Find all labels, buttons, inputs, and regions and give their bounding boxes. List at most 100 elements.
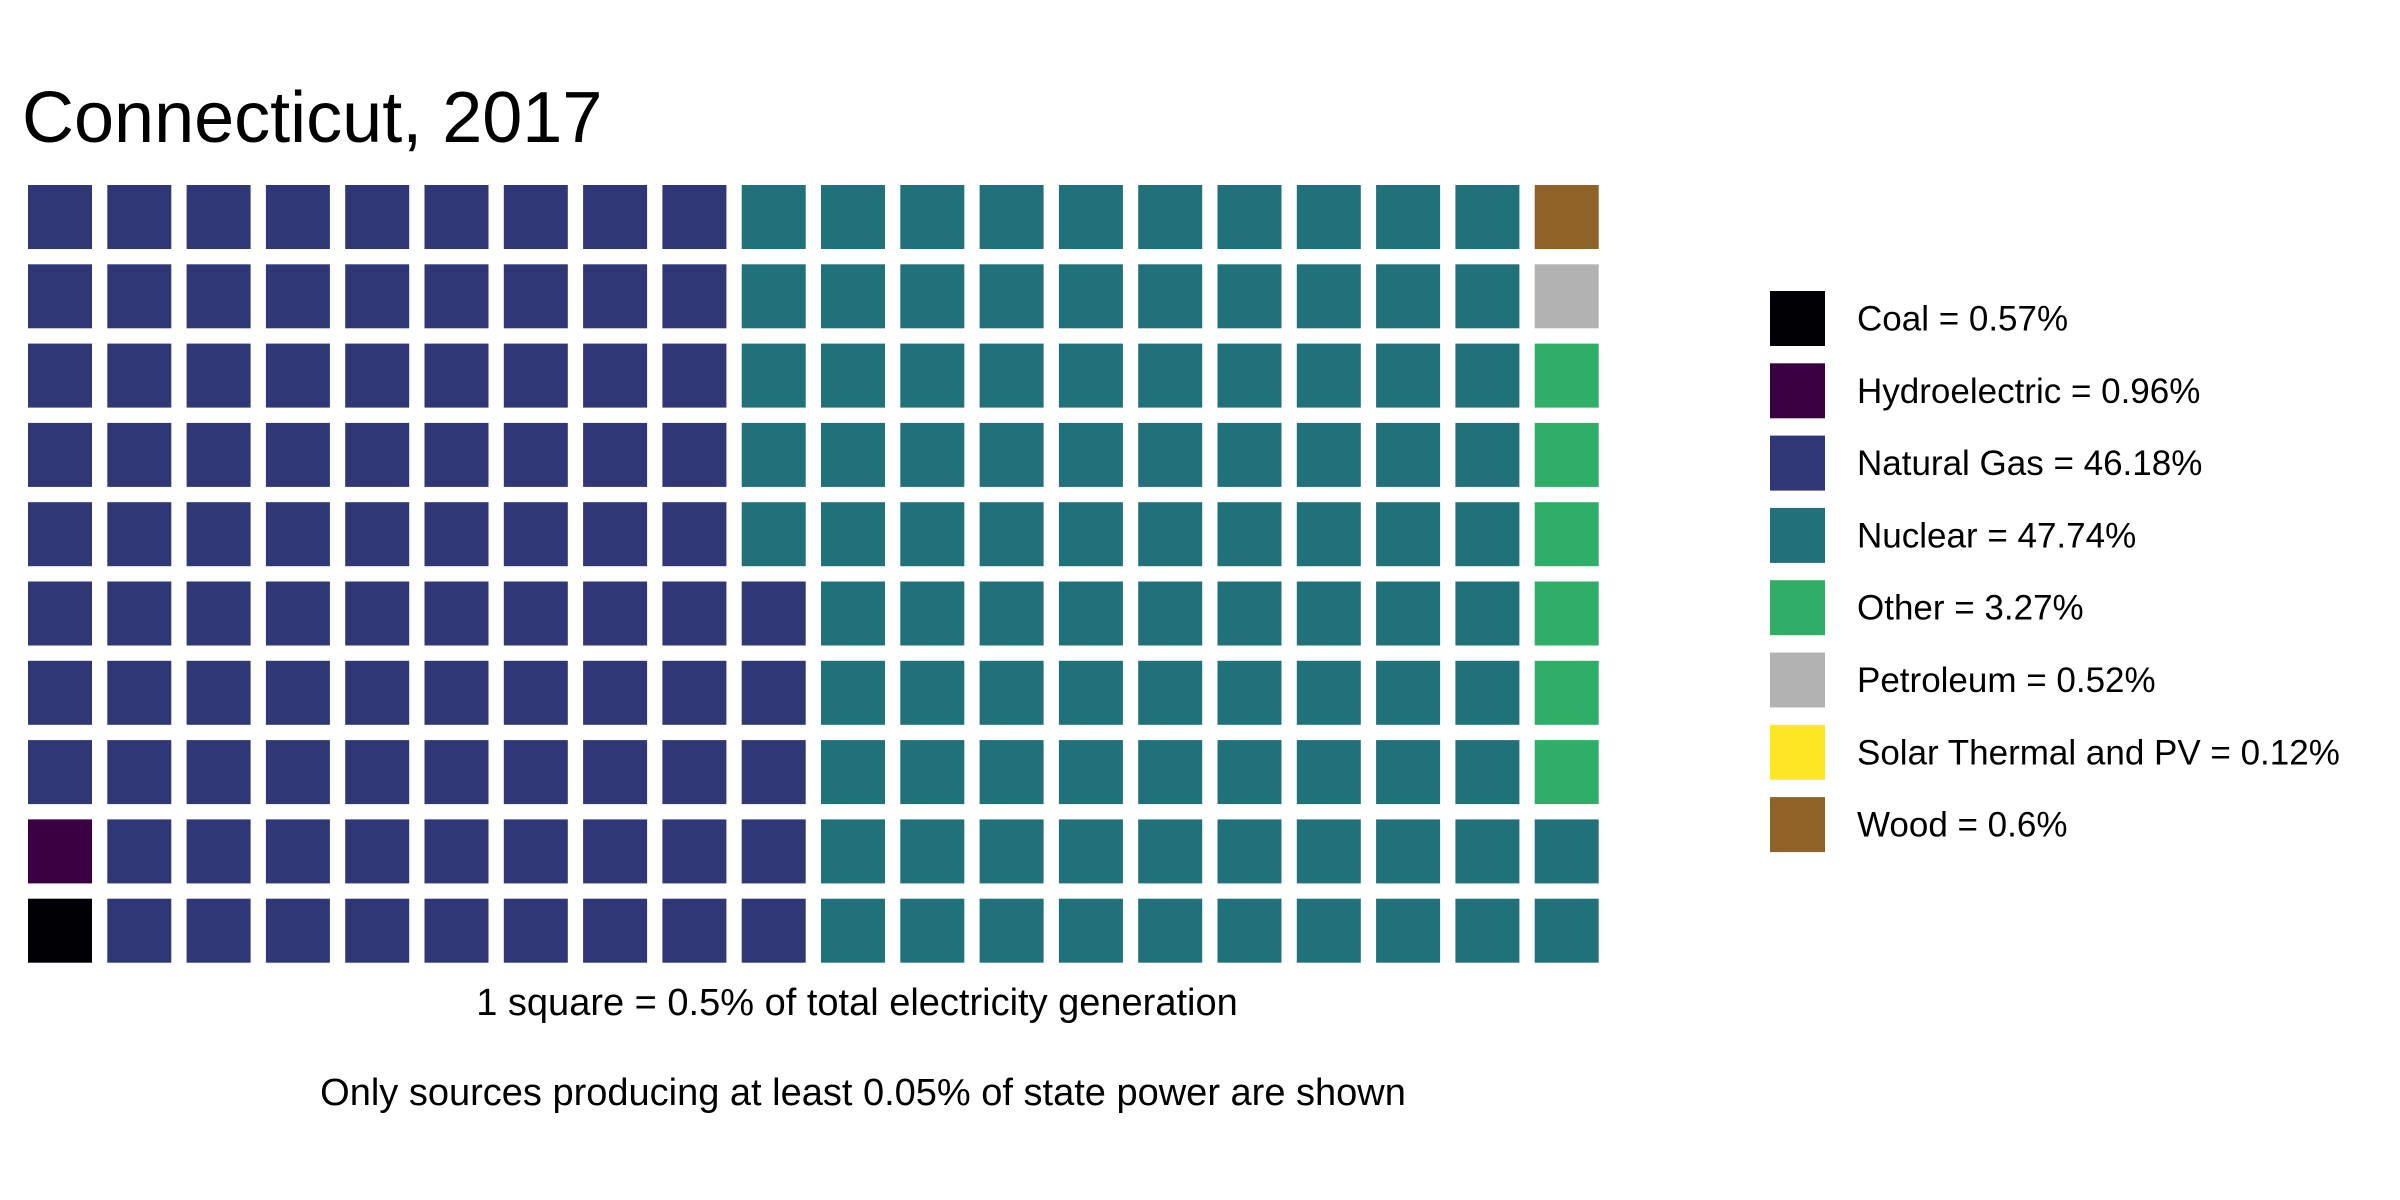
- waffle-square-natural-gas: [583, 660, 648, 725]
- waffle-square-natural-gas: [503, 898, 568, 963]
- waffle-square-natural-gas: [741, 898, 806, 963]
- waffle-square-natural-gas: [662, 185, 727, 249]
- waffle-square-natural-gas: [28, 185, 92, 249]
- waffle-square-natural-gas: [503, 740, 568, 805]
- waffle-square-natural-gas: [503, 502, 568, 567]
- waffle-square-natural-gas: [107, 819, 172, 884]
- waffle-square-nuclear: [1138, 185, 1203, 249]
- waffle-square-nuclear: [1058, 422, 1123, 487]
- waffle-square-nuclear: [1296, 819, 1361, 884]
- waffle-square-natural-gas: [662, 660, 727, 725]
- waffle-square-natural-gas: [107, 898, 172, 963]
- waffle-square-nuclear: [1058, 819, 1123, 884]
- waffle-square-nuclear: [1058, 581, 1123, 646]
- waffle-square-nuclear: [900, 740, 965, 805]
- waffle-square-nuclear: [821, 660, 885, 725]
- waffle-square-natural-gas: [107, 185, 172, 249]
- waffle-square-natural-gas: [345, 502, 410, 567]
- waffle-square-nuclear: [1138, 422, 1203, 487]
- waffle-square-nuclear: [821, 581, 885, 646]
- waffle-grid: [28, 185, 1599, 963]
- waffle-square-natural-gas: [265, 422, 330, 487]
- waffle-square-other: [1534, 581, 1599, 646]
- waffle-square-nuclear: [900, 502, 965, 567]
- waffle-square-natural-gas: [107, 502, 172, 567]
- waffle-square-natural-gas: [583, 740, 648, 805]
- waffle-square-nuclear: [979, 343, 1044, 408]
- legend-label-hydroelectric: Hydroelectric = 0.96%: [1857, 372, 2200, 411]
- waffle-square-natural-gas: [186, 264, 251, 329]
- caption-square-unit: 1 square = 0.5% of total electricity gen…: [476, 982, 1238, 1024]
- waffle-square-nuclear: [1455, 264, 1520, 329]
- legend-label-coal: Coal = 0.57%: [1857, 300, 2068, 339]
- waffle-square-natural-gas: [28, 422, 92, 487]
- waffle-square-other: [1534, 660, 1599, 725]
- waffle-square-nuclear: [1376, 343, 1441, 408]
- waffle-square-natural-gas: [583, 898, 648, 963]
- waffle-square-natural-gas: [345, 343, 410, 408]
- waffle-square-natural-gas: [583, 422, 648, 487]
- waffle-square-nuclear: [1058, 898, 1123, 963]
- waffle-square-natural-gas: [662, 422, 727, 487]
- waffle-square-nuclear: [1376, 264, 1441, 329]
- waffle-square-nuclear: [1296, 740, 1361, 805]
- waffle-square-natural-gas: [424, 898, 489, 963]
- waffle-square-nuclear: [1534, 819, 1599, 884]
- waffle-square-natural-gas: [107, 581, 172, 646]
- waffle-square-natural-gas: [28, 660, 92, 725]
- waffle-square-nuclear: [979, 898, 1044, 963]
- waffle-square-natural-gas: [424, 343, 489, 408]
- waffle-square-natural-gas: [424, 422, 489, 487]
- waffle-square-natural-gas: [265, 898, 330, 963]
- waffle-square-nuclear: [1217, 581, 1282, 646]
- waffle-square-natural-gas: [28, 740, 92, 805]
- waffle-square-nuclear: [821, 422, 885, 487]
- waffle-square-nuclear: [821, 343, 885, 408]
- waffle-square-nuclear: [900, 264, 965, 329]
- waffle-square-natural-gas: [345, 740, 410, 805]
- legend-key-other: [1770, 580, 1825, 636]
- waffle-square-natural-gas: [583, 185, 648, 249]
- legend-key-wood: [1770, 797, 1825, 853]
- waffle-square-natural-gas: [345, 422, 410, 487]
- waffle-square-nuclear: [1217, 185, 1282, 249]
- waffle-square-nuclear: [1376, 422, 1441, 487]
- waffle-square-nuclear: [1138, 898, 1203, 963]
- waffle-square-nuclear: [1217, 264, 1282, 329]
- waffle-square-coal: [28, 898, 92, 963]
- waffle-square-natural-gas: [662, 740, 727, 805]
- waffle-square-natural-gas: [28, 502, 92, 567]
- waffle-square-natural-gas: [583, 264, 648, 329]
- waffle-square-nuclear: [1455, 581, 1520, 646]
- waffle-square-nuclear: [1296, 264, 1361, 329]
- waffle-square-nuclear: [1376, 819, 1441, 884]
- waffle-square-natural-gas: [503, 264, 568, 329]
- waffle-square-nuclear: [900, 581, 965, 646]
- waffle-square-nuclear: [1058, 343, 1123, 408]
- waffle-square-natural-gas: [583, 819, 648, 884]
- waffle-square-natural-gas: [662, 581, 727, 646]
- waffle-square-nuclear: [1376, 898, 1441, 963]
- waffle-square-natural-gas: [345, 185, 410, 249]
- waffle-square-natural-gas: [662, 819, 727, 884]
- waffle-square-nuclear: [1058, 660, 1123, 725]
- waffle-square-nuclear: [1296, 660, 1361, 725]
- waffle-square-nuclear: [1217, 660, 1282, 725]
- waffle-square-nuclear: [1217, 502, 1282, 567]
- waffle-square-nuclear: [979, 660, 1044, 725]
- waffle-square-nuclear: [1138, 819, 1203, 884]
- waffle-square-natural-gas: [503, 660, 568, 725]
- waffle-square-nuclear: [1534, 898, 1599, 963]
- waffle-square-natural-gas: [741, 660, 806, 725]
- waffle-square-other: [1534, 422, 1599, 487]
- waffle-square-nuclear: [1138, 264, 1203, 329]
- waffle-square-nuclear: [979, 740, 1044, 805]
- waffle-square-natural-gas: [503, 185, 568, 249]
- waffle-square-natural-gas: [345, 660, 410, 725]
- waffle-square-nuclear: [1058, 502, 1123, 567]
- waffle-square-natural-gas: [424, 740, 489, 805]
- waffle-square-nuclear: [1138, 740, 1203, 805]
- legend-label-natural-gas: Natural Gas = 46.18%: [1857, 444, 2202, 483]
- waffle-square-nuclear: [741, 422, 806, 487]
